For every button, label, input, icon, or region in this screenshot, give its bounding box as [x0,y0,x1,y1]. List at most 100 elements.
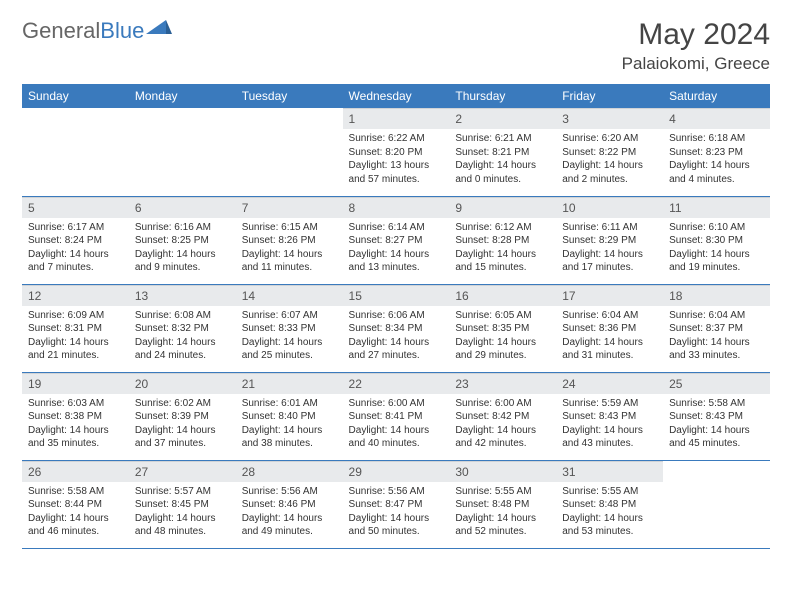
daylight-text: Daylight: 14 hours and 11 minutes. [242,248,337,275]
day-number: 18 [663,285,770,306]
sunrise-text: Sunrise: 6:01 AM [242,397,337,411]
daylight-text: Daylight: 14 hours and 17 minutes. [562,248,657,275]
sunset-text: Sunset: 8:29 PM [562,234,657,248]
daylight-text: Daylight: 14 hours and 53 minutes. [562,512,657,539]
logo-text-general: General [22,18,100,44]
day-number: 12 [22,285,129,306]
daylight-text: Daylight: 14 hours and 48 minutes. [135,512,230,539]
weekday-header: Monday [129,84,236,108]
sunrise-text: Sunrise: 6:02 AM [135,397,230,411]
sunset-text: Sunset: 8:28 PM [455,234,550,248]
daylight-text: Daylight: 14 hours and 45 minutes. [669,424,764,451]
day-number: 2 [449,108,556,129]
daylight-text: Daylight: 14 hours and 33 minutes. [669,336,764,363]
calendar-day-cell: 31Sunrise: 5:55 AMSunset: 8:48 PMDayligh… [556,460,663,548]
day-number: 19 [22,373,129,394]
sunset-text: Sunset: 8:43 PM [562,410,657,424]
calendar-day-cell: 11Sunrise: 6:10 AMSunset: 8:30 PMDayligh… [663,196,770,284]
day-details: Sunrise: 5:55 AMSunset: 8:48 PMDaylight:… [449,482,556,543]
day-number: 22 [343,373,450,394]
day-details: Sunrise: 6:01 AMSunset: 8:40 PMDaylight:… [236,394,343,455]
daylight-text: Daylight: 14 hours and 9 minutes. [135,248,230,275]
weekday-header: Friday [556,84,663,108]
daylight-text: Daylight: 14 hours and 13 minutes. [349,248,444,275]
calendar-empty-cell [236,108,343,196]
sunrise-text: Sunrise: 6:22 AM [349,132,444,146]
sunrise-text: Sunrise: 6:03 AM [28,397,123,411]
day-number: 3 [556,108,663,129]
day-details: Sunrise: 6:22 AMSunset: 8:20 PMDaylight:… [343,129,450,190]
sunset-text: Sunset: 8:40 PM [242,410,337,424]
sunset-text: Sunset: 8:37 PM [669,322,764,336]
day-number: 26 [22,461,129,482]
day-details: Sunrise: 6:04 AMSunset: 8:36 PMDaylight:… [556,306,663,367]
sunset-text: Sunset: 8:43 PM [669,410,764,424]
day-details: Sunrise: 6:00 AMSunset: 8:42 PMDaylight:… [449,394,556,455]
day-number: 23 [449,373,556,394]
day-number: 5 [22,197,129,218]
daylight-text: Daylight: 14 hours and 4 minutes. [669,159,764,186]
sunset-text: Sunset: 8:30 PM [669,234,764,248]
weekday-header: Wednesday [343,84,450,108]
sunrise-text: Sunrise: 6:05 AM [455,309,550,323]
day-number: 6 [129,197,236,218]
sunrise-text: Sunrise: 5:56 AM [242,485,337,499]
weekday-header: Tuesday [236,84,343,108]
day-number: 31 [556,461,663,482]
daylight-text: Daylight: 14 hours and 50 minutes. [349,512,444,539]
calendar-header-row: SundayMondayTuesdayWednesdayThursdayFrid… [22,84,770,108]
daylight-text: Daylight: 13 hours and 57 minutes. [349,159,444,186]
sunset-text: Sunset: 8:42 PM [455,410,550,424]
day-number: 24 [556,373,663,394]
calendar-day-cell: 24Sunrise: 5:59 AMSunset: 8:43 PMDayligh… [556,372,663,460]
day-number: 16 [449,285,556,306]
sunrise-text: Sunrise: 6:06 AM [349,309,444,323]
day-number: 27 [129,461,236,482]
sunrise-text: Sunrise: 6:11 AM [562,221,657,235]
calendar-day-cell: 16 Sunrise: 6:05 AMSunset: 8:35 PMDayligh… [449,284,556,372]
sunset-text: Sunset: 8:20 PM [349,146,444,160]
sunset-text: Sunset: 8:41 PM [349,410,444,424]
day-details: Sunrise: 5:57 AMSunset: 8:45 PMDaylight:… [129,482,236,543]
day-details: Sunrise: 6:20 AMSunset: 8:22 PMDaylight:… [556,129,663,190]
calendar-week-row: 12Sunrise: 6:09 AMSunset: 8:31 PMDayligh… [22,284,770,372]
weekday-header: Sunday [22,84,129,108]
calendar-day-cell: 5Sunrise: 6:17 AMSunset: 8:24 PMDaylight… [22,196,129,284]
day-number: 7 [236,197,343,218]
calendar-day-cell: 22Sunrise: 6:00 AMSunset: 8:41 PMDayligh… [343,372,450,460]
calendar-day-cell: 27Sunrise: 5:57 AMSunset: 8:45 PMDayligh… [129,460,236,548]
day-details: Sunrise: 6:15 AMSunset: 8:26 PMDaylight:… [236,218,343,279]
daylight-text: Daylight: 14 hours and 27 minutes. [349,336,444,363]
daylight-text: Daylight: 14 hours and 52 minutes. [455,512,550,539]
calendar-day-cell: 3Sunrise: 6:20 AMSunset: 8:22 PMDaylight… [556,108,663,196]
calendar-week-row: 26Sunrise: 5:58 AMSunset: 8:44 PMDayligh… [22,460,770,548]
sunset-text: Sunset: 8:47 PM [349,498,444,512]
calendar-day-cell: 21Sunrise: 6:01 AMSunset: 8:40 PMDayligh… [236,372,343,460]
daylight-text: Daylight: 14 hours and 46 minutes. [28,512,123,539]
sunset-text: Sunset: 8:35 PM [455,322,550,336]
sunrise-text: Sunrise: 5:58 AM [669,397,764,411]
calendar-week-row: 1Sunrise: 6:22 AMSunset: 8:20 PMDaylight… [22,108,770,196]
calendar-day-cell: 15Sunrise: 6:06 AMSunset: 8:34 PMDayligh… [343,284,450,372]
sunset-text: Sunset: 8:48 PM [455,498,550,512]
calendar-day-cell: 1Sunrise: 6:22 AMSunset: 8:20 PMDaylight… [343,108,450,196]
daylight-text: Daylight: 14 hours and 15 minutes. [455,248,550,275]
daylight-text: Daylight: 14 hours and 7 minutes. [28,248,123,275]
calendar-day-cell: 7Sunrise: 6:15 AMSunset: 8:26 PMDaylight… [236,196,343,284]
day-number: 21 [236,373,343,394]
calendar-body: 1Sunrise: 6:22 AMSunset: 8:20 PMDaylight… [22,108,770,548]
day-details: Sunrise: 6:16 AMSunset: 8:25 PMDaylight:… [129,218,236,279]
day-details: Sunrise: 6:09 AMSunset: 8:31 PMDaylight:… [22,306,129,367]
day-details: Sunrise: 6:21 AMSunset: 8:21 PMDaylight:… [449,129,556,190]
sunrise-text: Sunrise: 6:18 AM [669,132,764,146]
day-number: 20 [129,373,236,394]
day-details: Sunrise: 6:17 AMSunset: 8:24 PMDaylight:… [22,218,129,279]
daylight-text: Daylight: 14 hours and 49 minutes. [242,512,337,539]
sunrise-text: Sunrise: 6:10 AM [669,221,764,235]
day-details: Sunrise: 6:04 AMSunset: 8:37 PMDaylight:… [663,306,770,367]
daylight-text: Daylight: 14 hours and 29 minutes. [455,336,550,363]
calendar-day-cell: 20Sunrise: 6:02 AMSunset: 8:39 PMDayligh… [129,372,236,460]
calendar-day-cell: 14Sunrise: 6:07 AMSunset: 8:33 PMDayligh… [236,284,343,372]
daylight-text: Daylight: 14 hours and 42 minutes. [455,424,550,451]
day-number: 29 [343,461,450,482]
